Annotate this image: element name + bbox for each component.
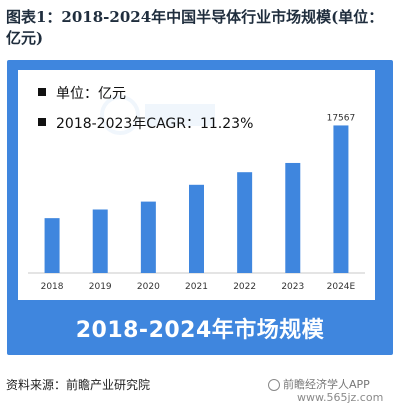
bar-2019 — [92, 209, 108, 273]
source-note: 资料来源：前瞻产业研究院 — [6, 378, 151, 392]
legend-unit-label: 单位：亿元 — [56, 86, 126, 102]
chart-title: 图表1：2018-2024年中国半导体行业市场规模(单位：亿元) — [6, 8, 384, 47]
x-tick-label: 2024E — [327, 282, 356, 292]
x-tick-label: 2023 — [281, 282, 304, 292]
watermark-app-icon — [268, 379, 280, 391]
watermark-app-label: 前瞻经济学人APP — [283, 378, 370, 391]
legend-cagr: 2018-2023年CAGR：11.23% — [38, 113, 253, 133]
bar-2020 — [140, 201, 156, 273]
watermark-app: 前瞻经济学人APP — [268, 376, 370, 392]
x-tick-label: 2019 — [89, 282, 112, 292]
bar-2022 — [237, 172, 253, 273]
bar-2018 — [44, 218, 60, 273]
x-tick-label: 2018 — [41, 282, 64, 292]
data-label: 17567 — [327, 113, 356, 123]
banner-caption: 2018-2024年市场规模 — [75, 317, 325, 343]
x-tick-label: 2021 — [185, 282, 208, 292]
x-tick-label: 2022 — [233, 282, 256, 292]
x-tick-label: 2020 — [137, 282, 160, 292]
legend-bullet-icon — [38, 118, 46, 126]
legend-unit: 单位：亿元 — [38, 83, 126, 103]
bar-2023 — [285, 162, 301, 273]
watermark-site: www.565jz.com — [297, 391, 384, 404]
bar-chart: 2018 2019 2020 2021 2022 2023 2024E 17567 — [28, 113, 365, 292]
legend-cagr-label: 2018-2023年CAGR：11.23% — [56, 116, 254, 132]
bar-2024E — [333, 125, 349, 273]
bar-2021 — [189, 184, 204, 273]
legend-bullet-icon — [38, 88, 46, 96]
